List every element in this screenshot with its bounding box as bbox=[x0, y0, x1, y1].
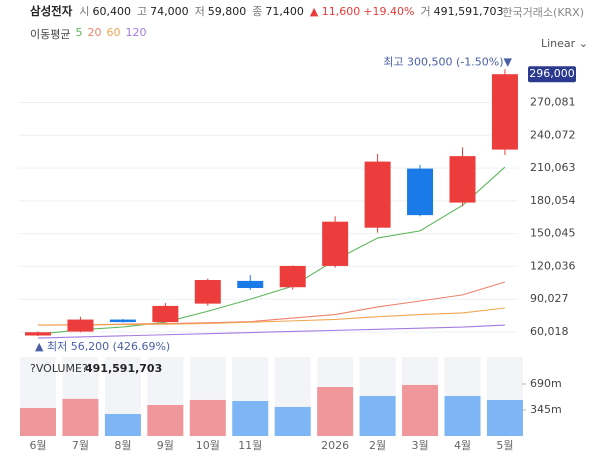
volume-bar bbox=[104, 413, 141, 436]
field-label: 종 bbox=[252, 5, 263, 18]
x-tick-label: 3월 bbox=[411, 439, 428, 452]
exchange: 한국거래소(KRX) bbox=[502, 6, 584, 19]
volume-bar bbox=[232, 401, 269, 436]
volume-label: 거 bbox=[420, 5, 431, 18]
ma-line bbox=[37, 166, 506, 335]
ma-line bbox=[37, 281, 506, 326]
volume-bar bbox=[444, 395, 481, 436]
change: ▲ 11,600 bbox=[309, 5, 361, 18]
x-tick-label: 4월 bbox=[454, 439, 471, 452]
high-annotation: 최고 300,500 (-1.50%)▼ bbox=[383, 55, 512, 68]
candle-body bbox=[194, 280, 221, 304]
ma-legend-item: 5 bbox=[75, 26, 83, 39]
candle-body bbox=[407, 168, 434, 216]
volume-bar bbox=[147, 405, 184, 436]
y-tick-label: 240,072 bbox=[530, 128, 576, 141]
candle-body bbox=[25, 332, 51, 336]
ma-title: 이동평균 bbox=[30, 28, 71, 41]
x-tick-label: 11월 bbox=[238, 439, 262, 452]
x-tick-label: 6월 bbox=[29, 439, 46, 452]
volume-bar bbox=[20, 407, 56, 436]
y-tick-label: 270,081 bbox=[530, 96, 576, 109]
candle-body bbox=[237, 280, 264, 288]
volume-bar bbox=[402, 384, 439, 436]
y-tick-label: 90,027 bbox=[530, 292, 569, 305]
field-value: 71,400 bbox=[265, 5, 304, 18]
candle-body bbox=[449, 156, 476, 203]
volume-title: ?VOLUME? bbox=[30, 362, 88, 375]
ma-line bbox=[37, 307, 506, 326]
field-label: 고 bbox=[136, 5, 148, 18]
field-value: 74,000 bbox=[150, 5, 189, 18]
candle-body bbox=[322, 221, 349, 266]
x-tick-label: 10월 bbox=[196, 439, 220, 452]
caret: ⌄ bbox=[578, 37, 588, 50]
x-tick-label: 2월 bbox=[369, 439, 386, 452]
scale-selector[interactable]: Linear ⌄ bbox=[541, 37, 588, 50]
candle-body bbox=[109, 319, 136, 323]
candle-body bbox=[152, 305, 179, 323]
x-tick-label: 5월 bbox=[496, 439, 513, 452]
volume-bar bbox=[486, 399, 523, 436]
volume-bar bbox=[317, 387, 354, 436]
x-tick-label: 2026 bbox=[321, 439, 349, 452]
candle-body bbox=[279, 265, 306, 288]
stock-name: 삼성전자 bbox=[30, 4, 73, 18]
y-tick-label: 210,063 bbox=[530, 161, 576, 174]
field-value: 60,400 bbox=[92, 5, 131, 18]
candle-body bbox=[67, 319, 94, 332]
volume-bar bbox=[189, 399, 226, 436]
ma-legend-item: 60 bbox=[106, 26, 121, 39]
field-value: 59,800 bbox=[207, 5, 247, 18]
ma-legend-item: 20 bbox=[87, 26, 102, 39]
volume-value: 491,591,703 bbox=[85, 362, 162, 375]
x-tick-label: 9월 bbox=[157, 439, 174, 452]
y-tick-label: 120,036 bbox=[530, 259, 576, 272]
header: 삼성전자 시 60,400 고 74,000 저 59,800 종 71,400 ▲ 11,600… bbox=[30, 3, 507, 19]
change-pct: +19.40% bbox=[363, 5, 415, 18]
volume-bar bbox=[359, 395, 396, 436]
volume-bar bbox=[62, 398, 99, 436]
candle-body bbox=[491, 74, 518, 150]
scale-label: Linear bbox=[541, 37, 576, 50]
field-label: 저 bbox=[194, 5, 205, 18]
ma-legend: 이동평균 5 20 60 120 bbox=[30, 26, 146, 42]
candle-body bbox=[364, 161, 391, 228]
x-tick-label: 8월 bbox=[114, 439, 131, 452]
volume-value: 491,591,703 bbox=[433, 5, 504, 18]
y-tick-label: 60,018 bbox=[530, 325, 569, 338]
ma-legend-item: 120 bbox=[125, 26, 147, 39]
low-annotation: ▲ 최저 56,200 (426.69%) bbox=[35, 340, 170, 353]
field-label: 시 bbox=[79, 5, 90, 18]
y-tick-label: 150,045 bbox=[530, 227, 576, 240]
price-tag-label: 296,000 bbox=[529, 67, 575, 80]
y-tick-label: 180,054 bbox=[530, 194, 576, 207]
x-tick-label: 7월 bbox=[72, 439, 89, 452]
price-tag-box bbox=[528, 66, 576, 83]
volume-tick-label: 345m bbox=[530, 403, 562, 416]
volume-tick-label: 690m bbox=[530, 377, 562, 390]
ma-line bbox=[37, 324, 505, 339]
volume-bar bbox=[274, 406, 311, 436]
